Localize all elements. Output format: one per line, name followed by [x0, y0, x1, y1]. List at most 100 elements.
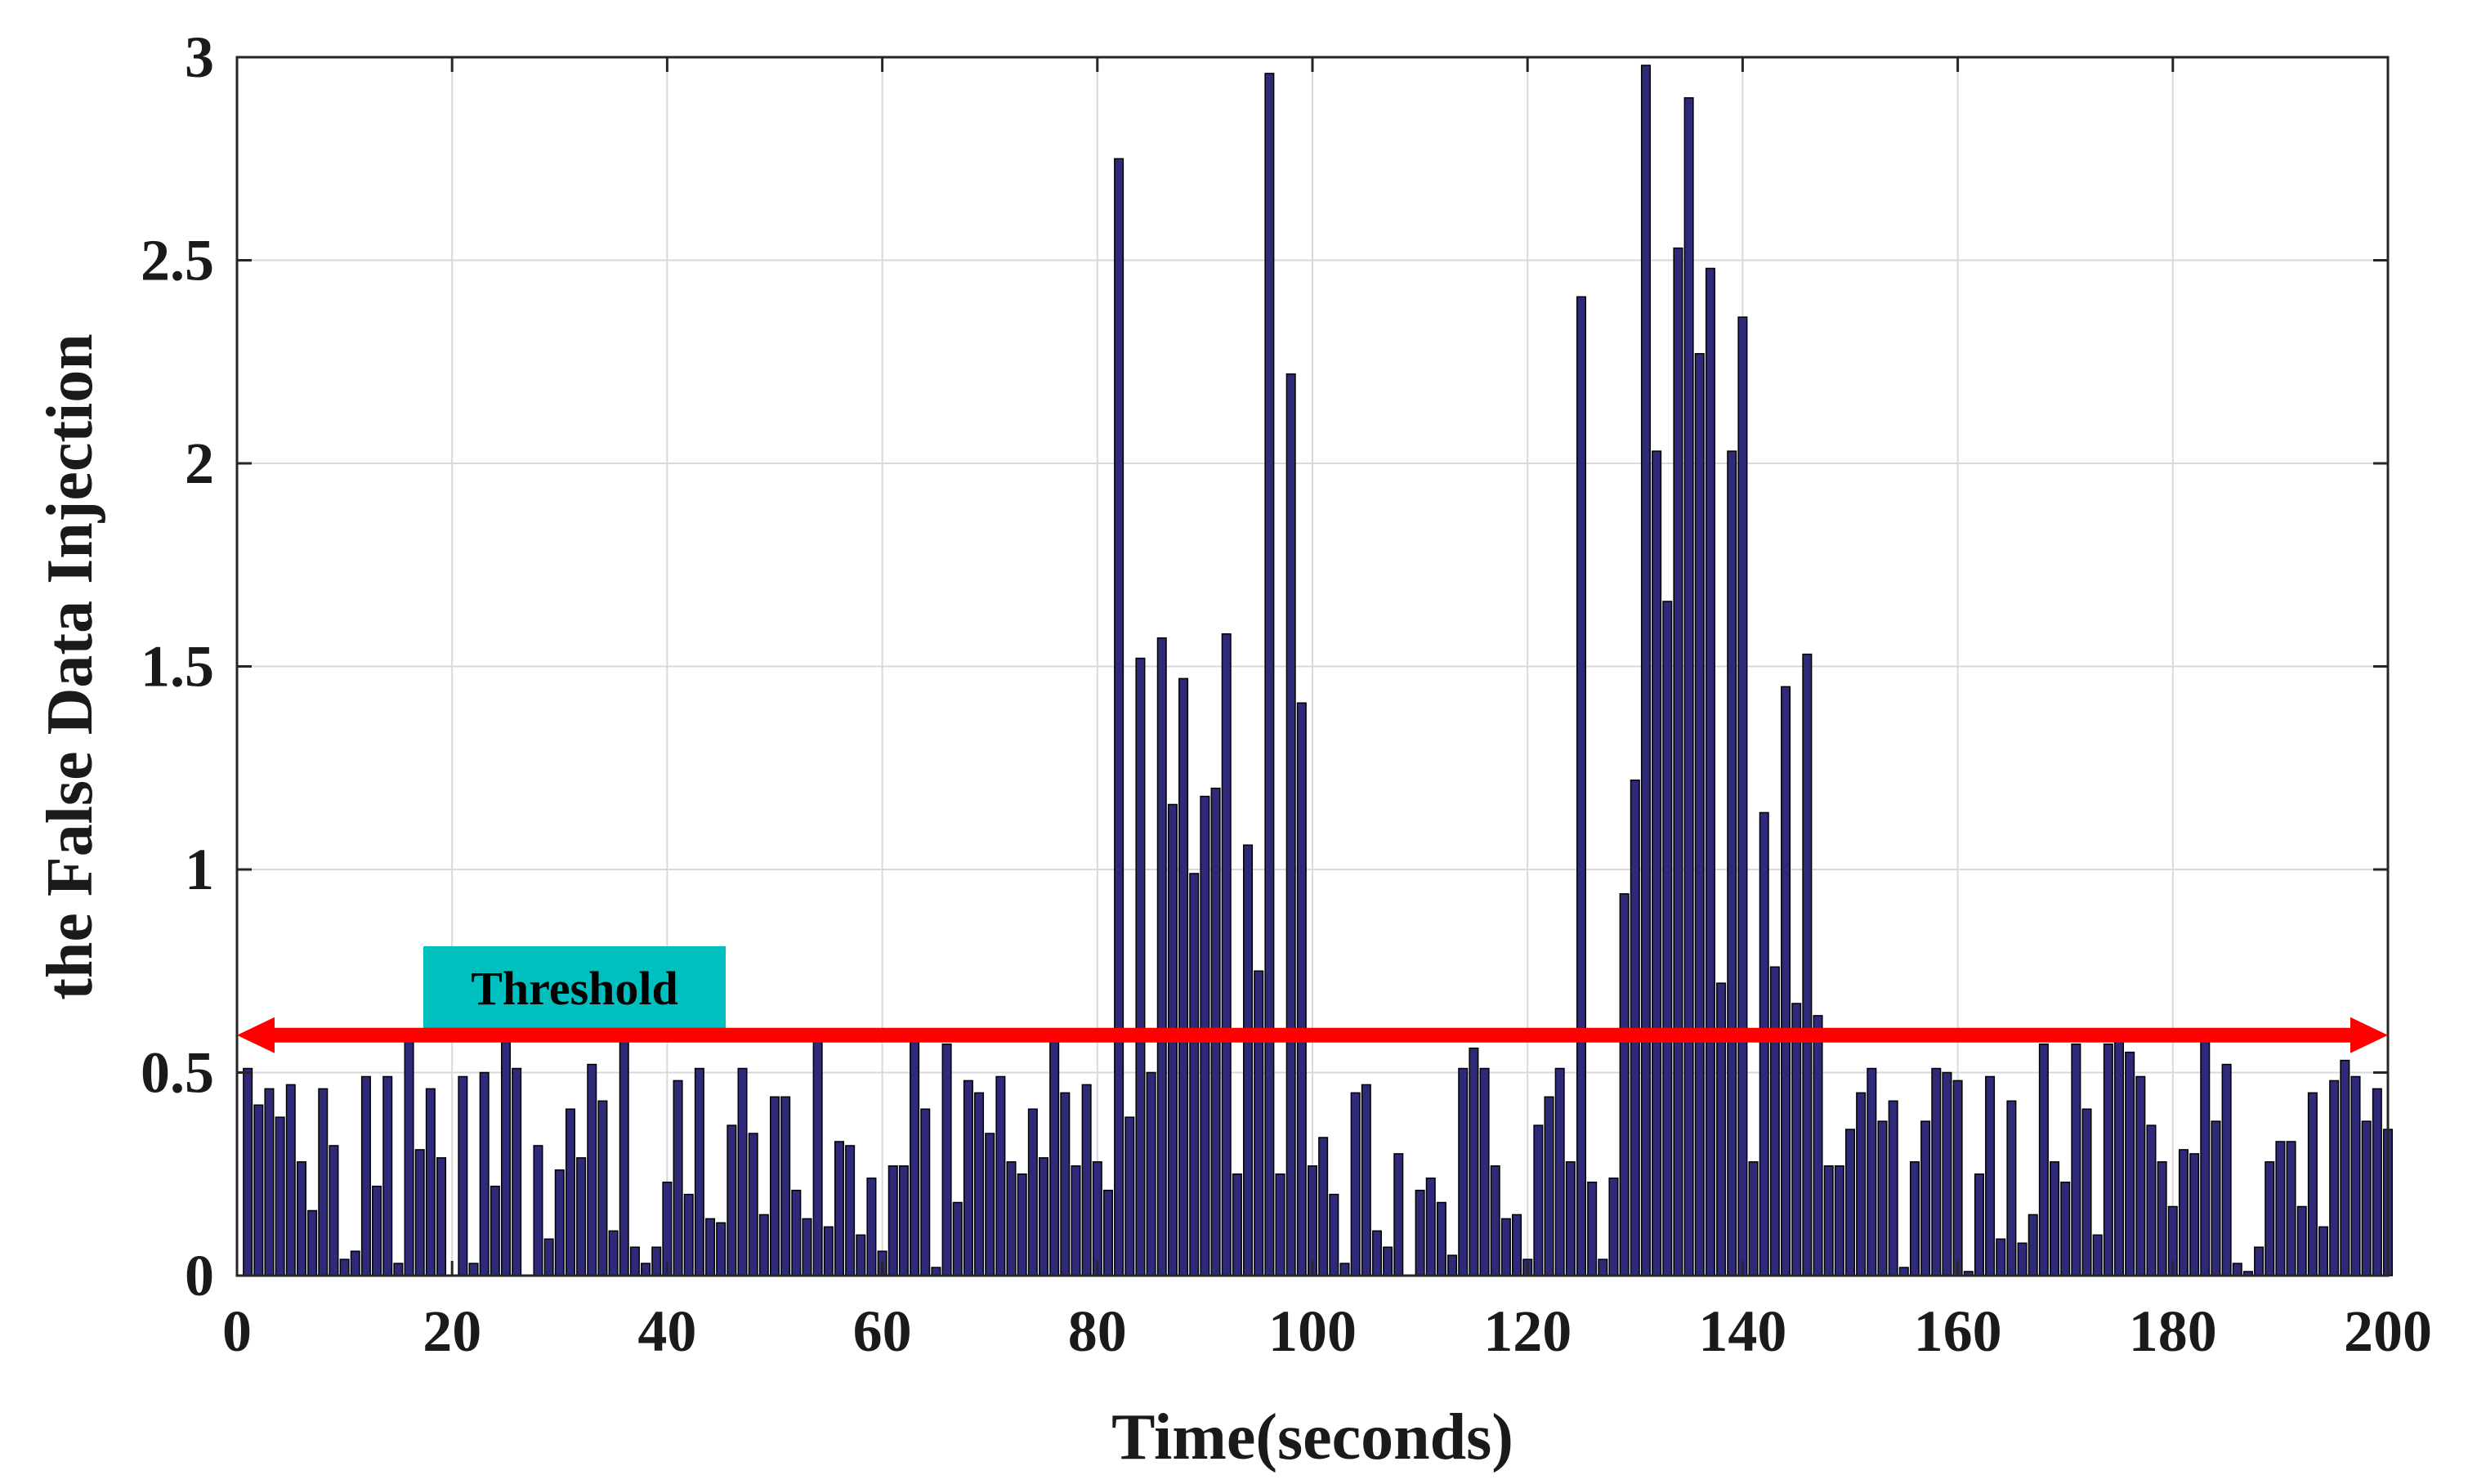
bar [2125, 1051, 2135, 1276]
bar [2307, 1092, 2318, 1276]
bar [1393, 1153, 1404, 1276]
x-tick-label: 20 [423, 1298, 481, 1364]
bar [2361, 1120, 2372, 1276]
bar [543, 1238, 554, 1276]
bar [1447, 1254, 1458, 1276]
bar [802, 1218, 812, 1276]
bar [2200, 1039, 2211, 1276]
bar [1124, 1116, 1135, 1276]
y-tick-label: 3 [185, 25, 214, 90]
bar [1156, 637, 1167, 1276]
bar [1823, 1165, 1834, 1276]
bar [1576, 296, 1587, 1276]
bar [2372, 1088, 2382, 1276]
bar [1329, 1193, 1339, 1276]
bar [2286, 1141, 2296, 1276]
bar [910, 1035, 920, 1276]
y-tick-labels: 0 0.5 1 1.5 2 2.5 3 [141, 25, 214, 1308]
y-tick-label: 1.5 [141, 634, 214, 700]
bar [1662, 601, 1673, 1276]
bar [941, 1043, 952, 1276]
bar [500, 1035, 512, 1276]
bar [791, 1189, 802, 1276]
bar [619, 1035, 629, 1276]
bar [360, 1075, 371, 1276]
bar [1135, 657, 1146, 1276]
bar [565, 1108, 575, 1276]
bar [1888, 1100, 1898, 1276]
bar [920, 1108, 931, 1276]
bar [866, 1177, 877, 1276]
bar [1114, 158, 1124, 1276]
bar [2157, 1161, 2167, 1276]
bar [350, 1250, 360, 1276]
bar [1071, 1165, 1081, 1276]
bar [285, 1084, 296, 1276]
bar [952, 1201, 963, 1276]
x-tick-label: 0 [222, 1298, 252, 1364]
bar [2081, 1108, 2092, 1276]
bar [1038, 1157, 1049, 1276]
bar [372, 1185, 382, 1276]
threshold-annotation: Threshold [237, 946, 2388, 1053]
bar [436, 1157, 447, 1276]
bar [2254, 1246, 2265, 1276]
bar [1415, 1189, 1425, 1276]
bar [1178, 677, 1189, 1276]
bar [1060, 1092, 1071, 1276]
bar [1640, 65, 1651, 1276]
bar [1673, 247, 1683, 1276]
threshold-label: Threshold [471, 962, 678, 1015]
x-tick-label: 200 [2344, 1298, 2432, 1364]
axes [235, 56, 2390, 1277]
bar [404, 1035, 414, 1276]
bar [414, 1149, 425, 1276]
bar [2221, 1063, 2232, 1276]
bar [1243, 844, 1254, 1276]
bar [275, 1116, 285, 1276]
x-tick-label: 140 [1698, 1298, 1786, 1364]
x-axis-title: Time(seconds) [1111, 1401, 1513, 1473]
bar [1092, 1161, 1102, 1276]
bar [468, 1263, 479, 1276]
bar [1285, 373, 1296, 1276]
bar [2232, 1263, 2242, 1276]
y-tick-label: 0 [185, 1243, 214, 1308]
bar [554, 1169, 565, 1276]
bar [985, 1133, 995, 1276]
bar [780, 1096, 791, 1276]
bar [2071, 1043, 2081, 1276]
bar [1705, 267, 1715, 1276]
bar [834, 1141, 844, 1276]
bar [1985, 1075, 1996, 1276]
bar [264, 1088, 275, 1276]
bar-series [243, 65, 2394, 1276]
bar [2146, 1124, 2157, 1276]
bar [1318, 1137, 1329, 1276]
y-tick-label: 2.5 [141, 228, 214, 293]
bar [2350, 1075, 2361, 1276]
x-tick-label: 100 [1268, 1298, 1357, 1364]
bar [1006, 1161, 1017, 1276]
bar [1952, 1079, 1963, 1276]
bar [1996, 1238, 2006, 1276]
bar [898, 1165, 909, 1276]
bar [812, 1035, 823, 1276]
bar [2017, 1242, 2028, 1276]
bar [1856, 1092, 1867, 1276]
bar [2038, 1043, 2049, 1276]
bar [1727, 450, 1737, 1276]
y-tick-label: 1 [185, 837, 214, 902]
bar [1371, 1230, 1382, 1276]
bar [1877, 1120, 1888, 1276]
bar [1554, 1067, 1565, 1276]
bar [1458, 1067, 1469, 1276]
bar [673, 1079, 683, 1276]
bar [2103, 1043, 2113, 1276]
bar [587, 1063, 597, 1276]
bar [1813, 1015, 1823, 1276]
x-tick-labels: 0 20 40 60 80 100 120 140 160 180 200 [222, 1298, 2432, 1364]
bar [2275, 1141, 2286, 1276]
threshold-arrow-right [2350, 1017, 2388, 1053]
bar [2265, 1161, 2275, 1276]
